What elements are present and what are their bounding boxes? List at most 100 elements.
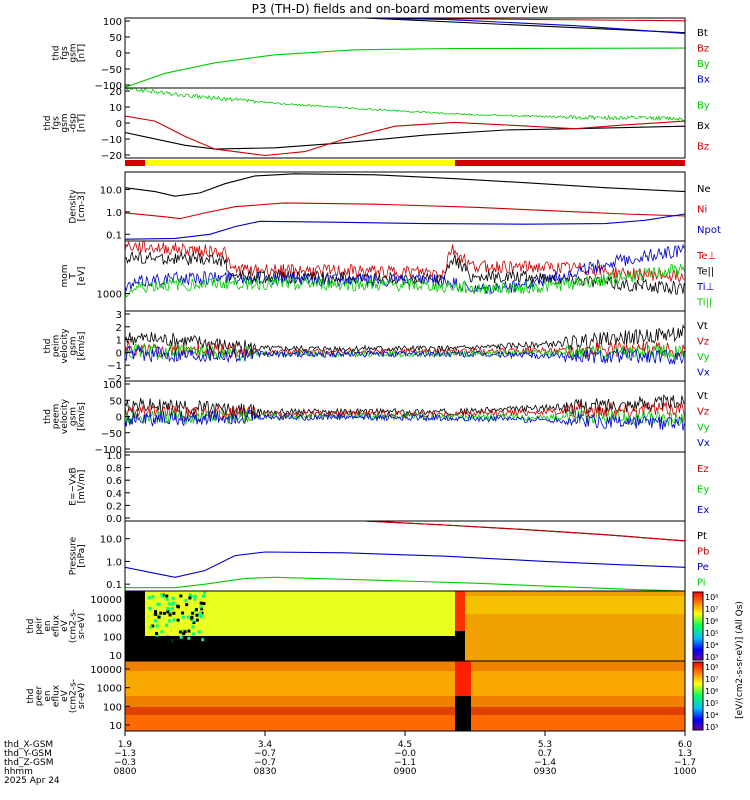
x-axis-row-label: thd_Y-GSM: [4, 749, 52, 759]
colorbar-tick-label: 10⁶: [705, 617, 718, 626]
spectrogram-speckle: [200, 611, 204, 615]
spectrogram-speckle: [148, 607, 152, 611]
legend-entry: Ti⊥: [696, 282, 714, 293]
y-tick-label: 1000: [97, 684, 122, 695]
colorbar-tick-label: 10⁶: [705, 687, 718, 696]
spectrogram-speckle: [199, 605, 203, 609]
spectrogram-speckle: [176, 604, 180, 608]
y-axis-label: eV: [60, 619, 70, 632]
y-axis-label: en: [43, 690, 53, 701]
spectrogram-bottom: [125, 715, 685, 731]
legend-entry: Te||: [696, 266, 714, 277]
legend-entry: Vy: [697, 352, 710, 363]
spectrogram-band: [145, 591, 455, 636]
colorbar-tick-label: 10³: [705, 723, 718, 732]
spectrogram-speckle: [149, 625, 153, 629]
spectrogram-speckle: [156, 602, 160, 606]
spectrogram-gap: [125, 591, 145, 661]
y-tick-label: 100: [103, 17, 122, 28]
spectrogram-speckle: [160, 593, 164, 597]
spectrogram-speckle: [202, 602, 206, 606]
legend-entry: Ez: [697, 464, 709, 475]
y-tick-label: −100: [95, 445, 122, 456]
series-line-te: [124, 240, 685, 284]
x-axis-value: 6.0: [678, 740, 693, 750]
y-tick-label: −100: [95, 81, 122, 92]
spectrogram-speckle: [172, 601, 176, 605]
y-axis-label: eflux: [52, 684, 62, 707]
spectrogram-speckle: [185, 603, 189, 607]
y-axis-label: peir: [35, 617, 45, 635]
y-tick-label: 0.2: [106, 501, 122, 512]
spectrogram-speckle: [199, 601, 203, 605]
panel-6: Ez Ey Ex 1.0 0.80.6 0.40.2 0.0 E=−VxB[mV/m]: [69, 451, 710, 525]
y-tick-label: 10: [109, 721, 122, 732]
y-tick-label: 10.0: [100, 185, 122, 196]
colorbar: [692, 661, 704, 731]
spectrogram-speckle: [170, 602, 174, 606]
spectrogram-speckle: [166, 610, 170, 614]
spectrogram-speckle: [151, 624, 155, 628]
x-axis-value: −0.3: [114, 758, 136, 768]
spectrogram-speckle: [151, 595, 155, 599]
legend-entry: Vz: [697, 336, 709, 347]
y-tick-label: 1000: [97, 290, 122, 301]
y-tick-label: 10.0: [100, 535, 122, 546]
x-axis-value: 5.3: [538, 740, 552, 750]
series-line-npot: [124, 213, 686, 240]
y-tick-label: 1.0: [106, 451, 122, 462]
spectrogram-speckle: [194, 608, 198, 612]
x-axis-value: −0.7: [254, 749, 276, 759]
legend-entry: Bx: [697, 121, 710, 132]
legend-entry: Ex: [697, 505, 709, 516]
y-axis-label: sr-eV): [77, 683, 87, 709]
spectrogram-speckle: [160, 630, 164, 634]
colorbar-tick-label: 10⁴: [705, 641, 718, 650]
spectrogram-speckle: [147, 596, 151, 600]
legend-entry: Pe: [697, 562, 709, 573]
colorbar-tick-label: 10⁸: [705, 663, 718, 672]
x-axis-value: 0800: [114, 767, 137, 777]
spectrogram-speckle: [176, 618, 180, 622]
series-line-vx: [124, 409, 685, 431]
x-axis-value: 1000: [674, 767, 697, 777]
legend-entry: Ti||: [696, 297, 712, 308]
y-axis-label: [km/s]: [77, 402, 87, 431]
colorbar-label: [eV/(cm2-s-sr-eV)] (All Qs): [735, 601, 745, 719]
spectrogram-speckle: [181, 615, 185, 619]
legend-entry: Bt: [697, 28, 708, 39]
panel-5: Vt Vz Vy Vx 100 50 0 −50 −100 thdpeemvelocitygsm[…: [43, 380, 710, 456]
y-axis-label: eflux: [52, 614, 62, 637]
x-axis-value: 0830: [254, 767, 277, 777]
x-axis-row-label: thd_X-GSM: [4, 740, 53, 750]
colorbar-tick-label: 10³: [705, 653, 718, 662]
spectrogram-speckle: [154, 631, 158, 635]
y-axis-label: gsm: [69, 407, 79, 426]
y-axis-label: [nPa]: [77, 544, 87, 567]
spectrogram-burst-gap: [455, 631, 465, 661]
series-line-ti: [124, 243, 685, 294]
colorbar-tick-label: 10⁸: [705, 593, 718, 602]
series-line-pi: [125, 576, 686, 592]
y-tick-label: 2: [116, 323, 122, 334]
y-tick-label: 0: [116, 413, 122, 424]
x-axis-value: 0900: [394, 767, 417, 777]
x-axis-value: −0.0: [394, 749, 416, 759]
spectrogram-band: [125, 671, 685, 696]
y-axis-label: en: [43, 620, 53, 631]
y-tick-label: 100: [103, 702, 122, 713]
x-axis-value: 3.4: [258, 740, 273, 750]
y-tick-label: 10000: [90, 595, 122, 606]
x-axis-row-label: hhmm: [4, 767, 33, 777]
spectrogram-speckle: [166, 637, 170, 641]
series-line-bx: [124, 125, 686, 150]
spectrogram-speckle: [197, 630, 201, 634]
colorbar-tick-label: 10⁵: [705, 629, 718, 638]
y-axis-label: peem: [52, 404, 62, 430]
y-axis-label: mom: [60, 264, 70, 287]
y-tick-label: −50: [101, 429, 122, 440]
legend-entry: Vx: [697, 367, 710, 378]
spectrogram-speckle: [172, 611, 176, 615]
spectrogram-speckle: [191, 619, 195, 623]
y-tick-label: 50: [109, 396, 122, 407]
